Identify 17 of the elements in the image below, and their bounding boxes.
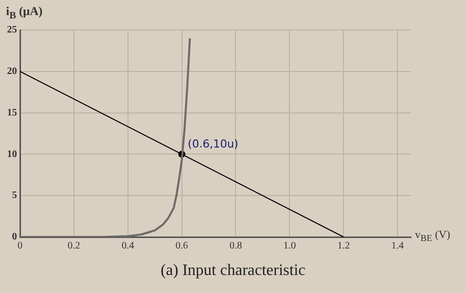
- y-axis-title: i$_{B}$ (μA): [6, 4, 42, 22]
- y-tick-label: 15: [7, 107, 17, 118]
- y-tick-label: 25: [7, 24, 17, 36]
- text: (a) Input characteristic: [160, 262, 306, 280]
- y-tick-label: 5: [12, 190, 17, 202]
- x-tick-label: 0.8: [229, 240, 242, 252]
- annotation: (0.6,10u): [188, 138, 238, 151]
- x-tick-label: 0.6: [176, 240, 188, 252]
- x-tick-label: 0.2: [68, 240, 80, 252]
- x-tick-label: 0.4: [122, 240, 134, 252]
- x-tick-label: 1.0: [283, 240, 296, 252]
- x-tick-label: 1.4: [391, 240, 404, 252]
- x-axis-title: v$_{BE}$ (V): [415, 229, 450, 244]
- y-tick-label: 20: [7, 66, 17, 77]
- y-tick-label: 0: [12, 232, 17, 243]
- x-tick-label: 1.2: [337, 240, 350, 252]
- y-tick-label: 10: [7, 148, 17, 160]
